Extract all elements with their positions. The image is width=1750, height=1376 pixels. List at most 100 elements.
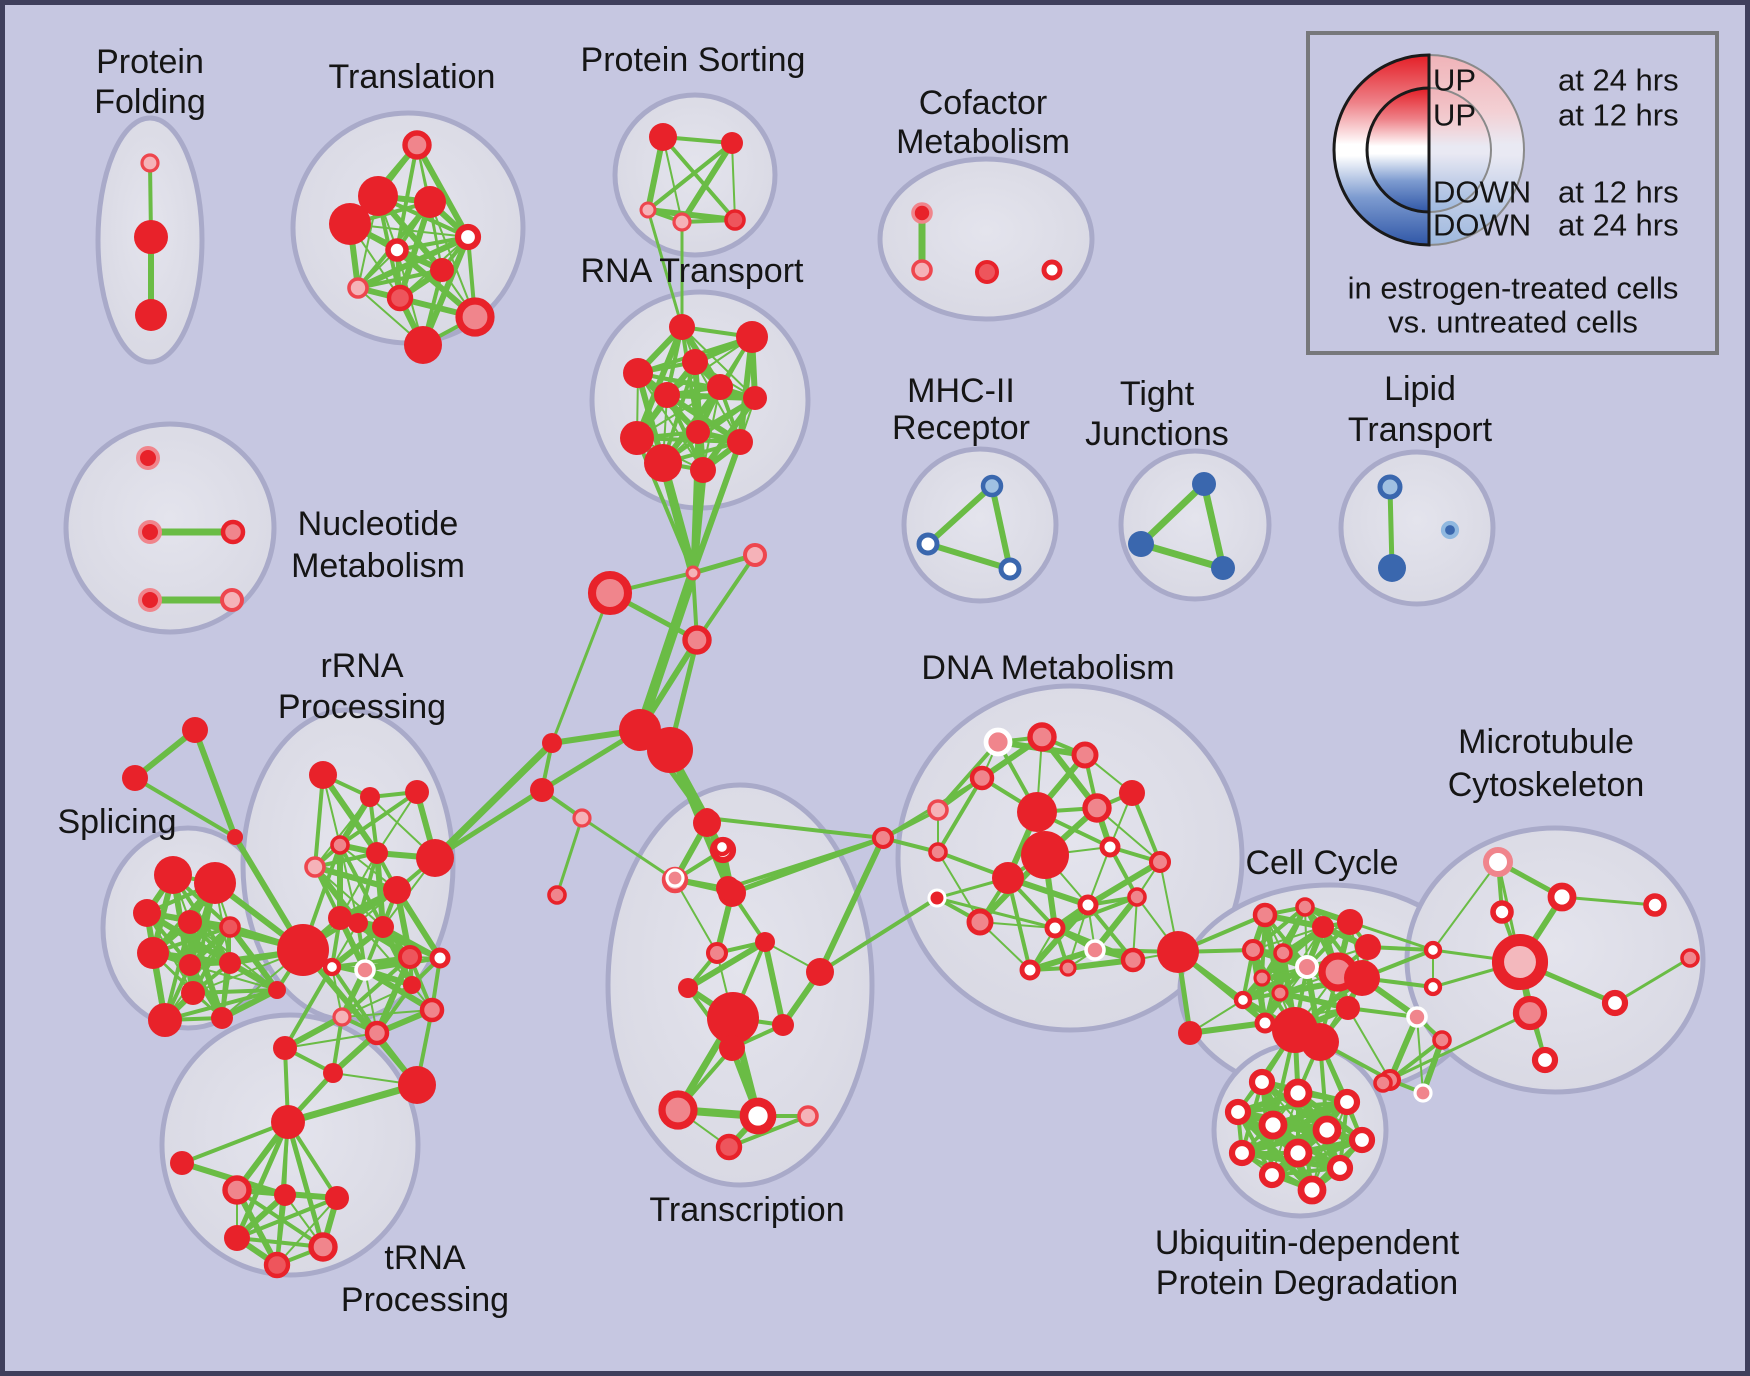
gene-node-dn20 (1059, 959, 1077, 977)
network-edge (731, 142, 736, 221)
gene-node-tx6 (678, 978, 698, 998)
gene-node-rr15 (403, 976, 421, 994)
network-edge (374, 850, 386, 930)
network-edge (925, 541, 1013, 572)
network-edge (276, 1197, 338, 1266)
gene-node-dn0 (983, 727, 1013, 757)
network-edge (685, 939, 768, 991)
gene-node-ub11 (1297, 1175, 1327, 1205)
gene-node-mt3 (1423, 940, 1443, 960)
gene-node-rr0 (309, 761, 337, 789)
legend-time-2: at 12 hrs (1558, 175, 1679, 210)
gene-node-nm0 (136, 446, 160, 470)
gene-node-rr8 (328, 906, 352, 930)
gene-node-tx5 (705, 941, 729, 965)
network-edge (283, 965, 334, 1050)
gene-node-rr5 (366, 842, 388, 864)
gene-node-tri0 (182, 717, 208, 743)
gene-node-ub10 (1258, 1161, 1286, 1189)
network-edge (313, 773, 325, 869)
gene-node-tri1 (122, 765, 148, 791)
network-edge (432, 787, 545, 861)
gene-node-rt9 (727, 429, 753, 455)
network-edge (431, 739, 556, 862)
gene-node-rr6 (383, 876, 411, 904)
gene-node-sp4 (178, 910, 202, 934)
cluster-label-tn-line1: Processing (341, 1281, 509, 1319)
network-edge (580, 816, 677, 882)
network-edge (646, 208, 684, 329)
gene-node-mt10 (1531, 1046, 1559, 1074)
network-edge (700, 395, 758, 473)
gene-node-rt8 (620, 421, 654, 455)
cluster-label-cf-line1: Metabolism (896, 123, 1070, 161)
gene-node-sp6 (137, 937, 169, 969)
cluster-bubble-lp (1338, 449, 1496, 607)
gene-node-lp0 (1377, 474, 1403, 500)
gene-node-sp5 (219, 916, 241, 938)
network-edge (1251, 905, 1307, 952)
gene-node-hb3 (682, 625, 712, 655)
cluster-label-sp-line0: Splicing (57, 803, 176, 841)
gene-node-rr16 (273, 1036, 297, 1060)
cluster-bubble-tj (1118, 448, 1272, 602)
gene-node-tl7 (347, 277, 369, 299)
gene-node-cf2 (975, 260, 999, 284)
network-edge (1200, 480, 1227, 572)
network-edge (1137, 480, 1208, 548)
gene-node-dn19 (1019, 959, 1041, 981)
gene-node-tx12 (739, 1097, 777, 1135)
network-edge (1188, 1021, 1267, 1035)
gene-node-sp0 (277, 924, 329, 976)
gene-node-cc20 (1413, 1083, 1433, 1103)
gene-node-cc11 (1271, 984, 1289, 1002)
gene-node-hb0 (685, 565, 701, 581)
gene-node-mt9 (1680, 948, 1700, 968)
gene-node-lp2 (1440, 520, 1460, 540)
legend-footer-line0: in estrogen-treated cells (1348, 271, 1679, 306)
gene-node-mt8 (1643, 893, 1667, 917)
gene-node-dn12 (1148, 850, 1172, 874)
network-edge (180, 1120, 290, 1165)
gene-node-ub5 (1312, 1115, 1342, 1145)
gene-node-rt5 (707, 374, 733, 400)
network-edge (729, 835, 886, 896)
network-edge (338, 790, 419, 847)
network-edge (635, 436, 742, 444)
network-edge (550, 591, 612, 745)
cluster-label-tl-line0: Translation (329, 58, 496, 96)
gene-node-tn0 (271, 1105, 305, 1139)
network-edge (1261, 906, 1306, 979)
gene-node-ub2 (1333, 1088, 1361, 1116)
gene-node-rr7 (416, 839, 454, 877)
gene-node-tl9 (455, 297, 495, 337)
gene-node-ps4 (724, 209, 746, 231)
cluster-bubble-nm (63, 421, 277, 635)
cluster-label-nm-line1: Metabolism (291, 547, 465, 585)
gene-node-ub4 (1258, 1110, 1288, 1140)
network-edge (163, 988, 279, 1022)
gene-node-tn6 (308, 1232, 338, 1262)
cluster-label-lp-line0: Lipid (1384, 370, 1456, 408)
network-edge (314, 796, 371, 868)
network-edge (762, 939, 786, 1028)
gene-node-cc3 (1337, 909, 1363, 935)
gene-node-cc9 (1344, 960, 1380, 996)
network-edge (1432, 861, 1499, 951)
network-edge (227, 924, 280, 993)
gene-node-lp1 (1378, 554, 1406, 582)
gene-node-dn3 (969, 765, 995, 791)
network-edge (1270, 1138, 1364, 1177)
gene-node-nm4 (220, 588, 244, 612)
gene-node-rt0 (669, 314, 695, 340)
gene-node-tn4 (325, 1186, 349, 1210)
gene-node-tx11 (658, 1090, 698, 1130)
gene-node-mt1 (1547, 882, 1577, 912)
gene-node-tl5 (454, 223, 482, 251)
network-edge (376, 791, 418, 854)
network-edge (705, 816, 885, 840)
network-edge (925, 483, 995, 547)
gene-node-dn7 (1017, 792, 1057, 832)
gene-node-dn13 (966, 908, 994, 936)
